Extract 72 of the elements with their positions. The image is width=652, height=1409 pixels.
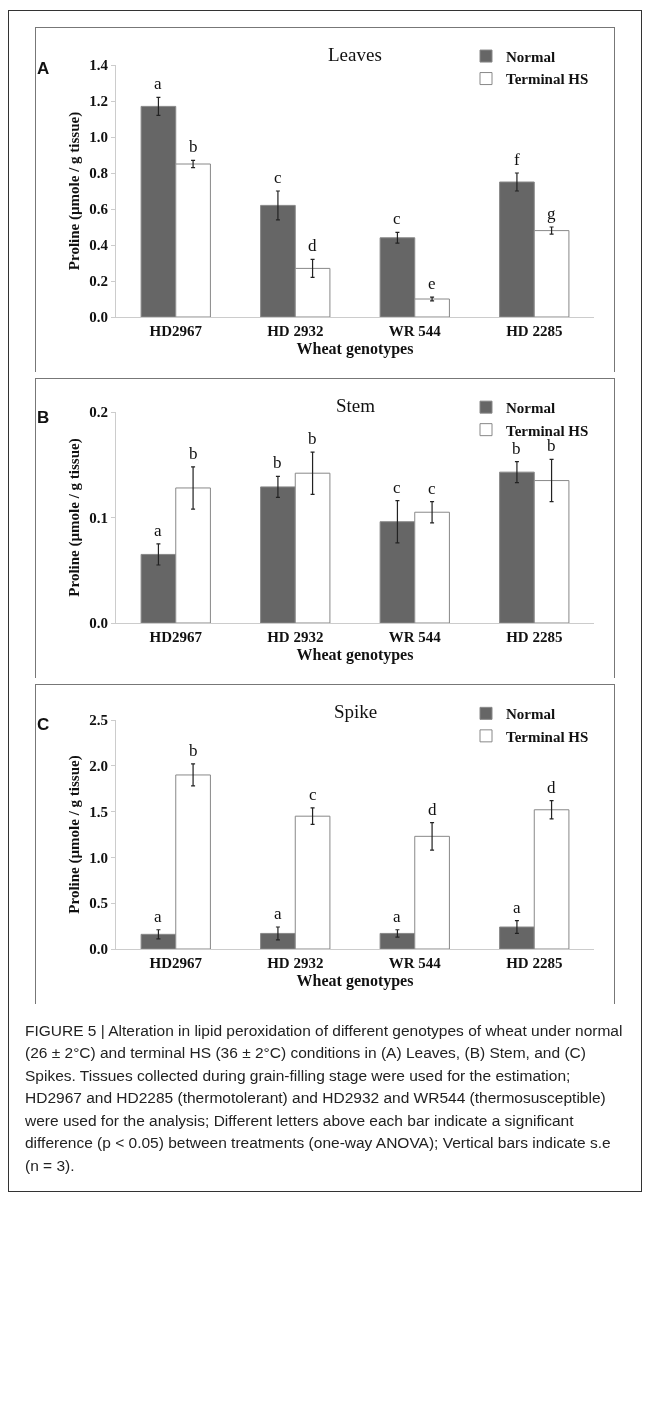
x-tick-label: WR 544 <box>388 955 442 971</box>
y-tick-label: 0.2 <box>89 273 108 290</box>
y-axis-title: Proline (µmole / g tissue) <box>65 438 83 597</box>
data-label: b <box>189 741 198 760</box>
legend-label: Terminal HS <box>506 422 589 439</box>
data-label: a <box>274 904 282 923</box>
data-label: a <box>154 74 162 93</box>
text: B <box>37 408 50 427</box>
legend-label: Terminal HS <box>506 71 589 88</box>
x-axis-title: Wheat genotypes <box>296 339 414 358</box>
x-tick-label: HD2967 <box>149 323 203 339</box>
data-label: d <box>428 800 437 819</box>
text: C <box>37 715 50 734</box>
data-label: d <box>547 778 556 797</box>
data-label: c <box>274 168 282 187</box>
legend-label: Normal <box>506 706 556 723</box>
y-tick-label: 1.4 <box>89 57 109 74</box>
y-tick-label: 0.0 <box>89 309 108 326</box>
x-tick-label: HD 2932 <box>267 955 324 971</box>
data-label: b <box>512 439 521 458</box>
x-tick-label: HD 2932 <box>267 629 324 645</box>
data-label: e <box>428 274 436 293</box>
y-tick-label: 0.5 <box>89 895 108 912</box>
y-tick-label: 2.0 <box>89 758 108 775</box>
x-tick-label: WR 544 <box>388 629 442 645</box>
x-axis-title: Wheat genotypes <box>296 645 414 664</box>
x-axis-title: Wheat genotypes <box>296 971 414 990</box>
data-label: c <box>309 785 317 804</box>
text: A <box>37 59 50 78</box>
y-tick-label: 1.0 <box>89 849 108 866</box>
y-tick-label: 1.5 <box>89 803 108 820</box>
chart-title: Leaves <box>328 44 382 65</box>
y-tick-label: 0.0 <box>89 941 108 958</box>
data-label: a <box>513 898 521 917</box>
y-tick-label: 1.2 <box>89 93 108 110</box>
data-label: b <box>189 444 198 463</box>
data-label: a <box>154 521 162 540</box>
data-label: g <box>547 204 556 223</box>
x-tick-label: HD 2932 <box>267 323 324 339</box>
x-tick-label: WR 544 <box>388 323 442 339</box>
y-tick-label: 0.0 <box>89 615 108 632</box>
data-label: b <box>189 137 198 156</box>
y-tick-label: 2.5 <box>89 712 108 729</box>
y-tick-label: 0.2 <box>89 404 108 421</box>
data-label: c <box>393 209 401 228</box>
caption: FIGURE 5 | Alteration in lipid peroxidation of different genotypes of wheat under normal (26 ± 2°C) and terminal HS (36 ± 2°C) conditions in (A) Leaves, (B) Stem, and (C) Spikes. Tissues collected during grain-filling stage were used for the estimation; HD2967 and HD2285 (thermotolerant) and HD2932 and WR544 (thermosusceptible) were used for the analysis; Different letters above each bar indicate a significant difference (p < 0.05) between treatments (one-way ANOVA); Vertical bars indicate s.e (n = 3). <box>24 1021 624 1176</box>
data-label: b <box>273 453 282 472</box>
x-tick-label: HD 2285 <box>506 955 563 971</box>
y-axis-title: Proline (µmole / g tissue) <box>65 755 83 914</box>
y-tick-label: 0.6 <box>89 201 109 218</box>
chart-title: Stem <box>336 395 376 416</box>
legend-label: Normal <box>506 48 556 65</box>
data-label: a <box>154 907 162 926</box>
data-label: b <box>547 436 556 455</box>
data-label: a <box>393 907 401 926</box>
data-label: c <box>393 478 401 497</box>
y-tick-label: 0.1 <box>89 509 108 526</box>
x-tick-label: HD2967 <box>149 629 203 645</box>
y-tick-label: 1.0 <box>89 129 108 146</box>
legend-label: Normal <box>506 400 556 416</box>
data-label: f <box>514 150 520 169</box>
chart-title: Spike <box>334 701 378 722</box>
data-label: b <box>308 429 317 448</box>
y-tick-label: 0.8 <box>89 165 108 182</box>
data-label: d <box>308 236 317 255</box>
x-tick-label: HD 2285 <box>506 323 563 339</box>
x-tick-label: HD 2285 <box>506 629 563 645</box>
x-tick-label: HD2967 <box>149 955 203 971</box>
legend-label: Terminal HS <box>506 728 589 745</box>
y-tick-label: 0.4 <box>89 237 109 254</box>
data-label: c <box>428 479 436 498</box>
y-axis-title: Proline (µmole / g tissue) <box>65 111 83 271</box>
